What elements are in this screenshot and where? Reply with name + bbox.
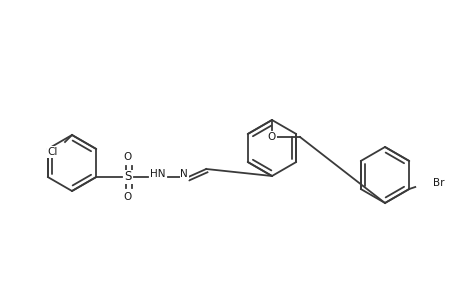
Text: Br: Br <box>432 178 444 188</box>
Text: Cl: Cl <box>48 147 58 157</box>
Text: O: O <box>267 132 275 142</box>
Text: S: S <box>124 170 132 184</box>
Text: N: N <box>180 169 188 179</box>
Text: HN: HN <box>150 169 166 179</box>
Text: O: O <box>123 152 131 162</box>
Text: O: O <box>123 192 131 202</box>
